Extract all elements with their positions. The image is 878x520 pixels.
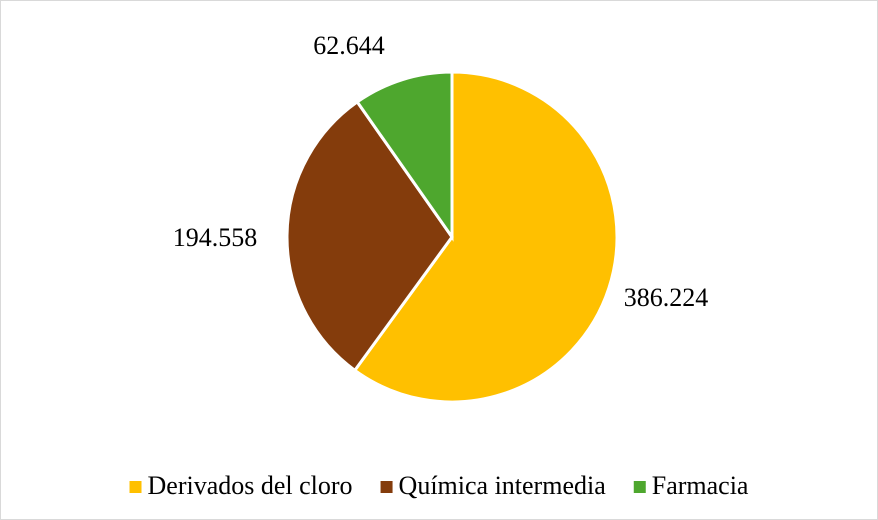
- legend-label: Farmacia: [652, 471, 749, 500]
- data-label: 194.558: [173, 223, 258, 252]
- pie-slice: [355, 70, 454, 242]
- pie-slice: [352, 70, 619, 404]
- data-label: 386.224: [624, 283, 709, 312]
- data-label: 62.644: [313, 31, 385, 60]
- legend-swatch: [129, 481, 142, 493]
- legend-swatch: [633, 481, 646, 493]
- legend-swatch: [380, 481, 393, 493]
- legend-label: Química intermedia: [399, 471, 607, 500]
- pie-slice: [285, 99, 454, 373]
- legend-label: Derivados del cloro: [148, 471, 353, 500]
